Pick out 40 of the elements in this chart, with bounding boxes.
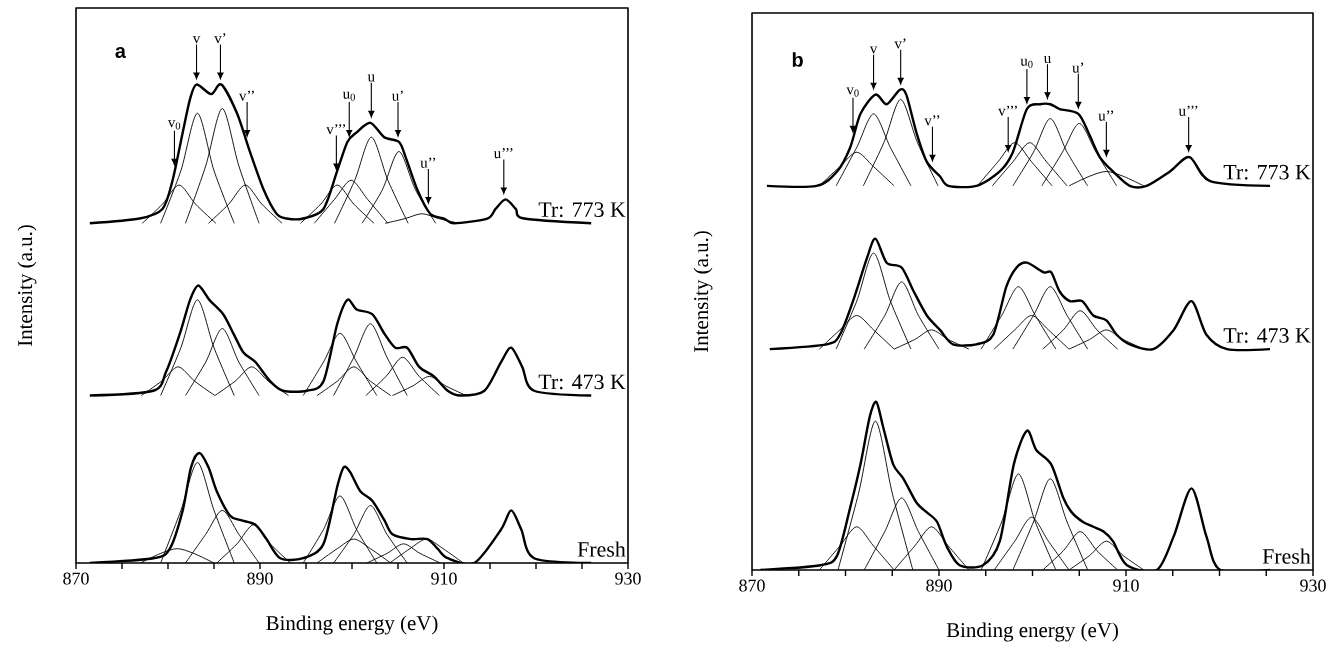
annotation: v xyxy=(192,36,201,44)
series-label: Fresh xyxy=(1262,548,1311,564)
y-axis-title: Intensity (a.u.) xyxy=(693,231,713,353)
x-axis-title: Binding energy (eV) xyxy=(266,615,438,635)
annotation: v$_{0}$ xyxy=(846,87,859,97)
annotation: u xyxy=(367,74,375,82)
x-tick-label: 910 xyxy=(1113,579,1139,592)
x-tick-label: 930 xyxy=(615,572,641,585)
annotation: v xyxy=(869,46,878,54)
annotation: u’’ xyxy=(420,157,436,168)
x-tick-label: 890 xyxy=(247,572,273,585)
x-tick-label: 930 xyxy=(1300,579,1326,592)
annotation: u’ xyxy=(391,90,403,101)
annotation: v’’’ xyxy=(326,124,346,135)
annotation: u xyxy=(1043,56,1051,64)
series-label: Tr: 773 K xyxy=(538,202,626,218)
x-tick-label: 870 xyxy=(739,579,765,592)
annotation: u’’’ xyxy=(1178,105,1198,116)
series-label: Tr: 473 K xyxy=(1223,328,1311,343)
annotation: u’’ xyxy=(1098,110,1114,121)
series-label: Tr: 473 K xyxy=(538,374,626,390)
chart-title: b xyxy=(792,52,803,67)
annotation: v’ xyxy=(894,38,906,49)
annotation: u$_{0}$ xyxy=(342,91,355,101)
x-tick-label: 890 xyxy=(926,579,952,592)
annotation: u’ xyxy=(1072,62,1084,73)
chart-title: a xyxy=(115,47,127,58)
x-tick-label: 910 xyxy=(431,572,457,585)
annotation: v’’’ xyxy=(998,105,1017,116)
annotation: v’’ xyxy=(924,115,940,126)
annotation: u$_{0}$ xyxy=(1020,58,1033,68)
annotation: v$_{0}$ xyxy=(167,120,181,130)
y-axis-title: Intensity (a.u.) xyxy=(17,225,37,347)
x-tick-label: 870 xyxy=(63,572,89,585)
annotation: v’’ xyxy=(238,90,254,101)
annotation: u’’’ xyxy=(493,148,513,159)
x-axis-title: Binding energy (eV) xyxy=(946,622,1118,642)
annotation: v’ xyxy=(214,33,226,44)
series-label: Fresh xyxy=(577,541,626,557)
series-label: Tr: 773 K xyxy=(1223,164,1311,180)
